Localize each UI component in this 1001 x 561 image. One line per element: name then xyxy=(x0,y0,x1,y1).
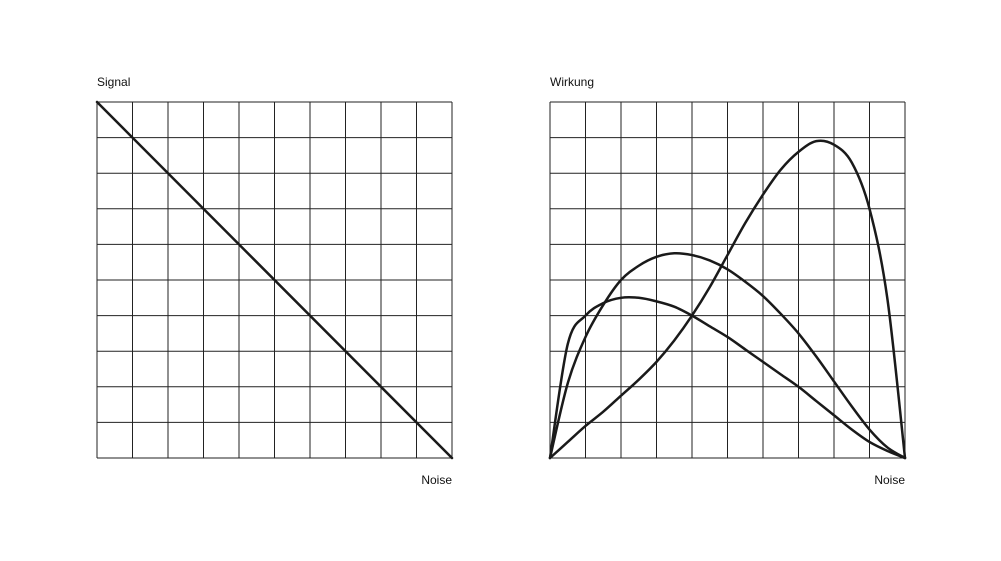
y-axis-label-signal: Signal xyxy=(97,75,130,89)
series-line-1 xyxy=(95,100,454,460)
series-line-3 xyxy=(548,139,907,460)
plot-signal: Signal Noise xyxy=(95,75,454,487)
x-axis-label-signal: Noise xyxy=(421,473,452,487)
grid-wirkung xyxy=(549,101,906,459)
y-axis-label-wirkung: Wirkung xyxy=(550,75,594,89)
x-axis-label-wirkung: Noise xyxy=(874,473,905,487)
series-line-2 xyxy=(548,251,907,460)
series-group-signal xyxy=(95,100,454,460)
plot-wirkung: Wirkung Noise xyxy=(548,75,907,487)
grid-signal xyxy=(96,101,453,459)
series-group-wirkung xyxy=(548,139,907,460)
